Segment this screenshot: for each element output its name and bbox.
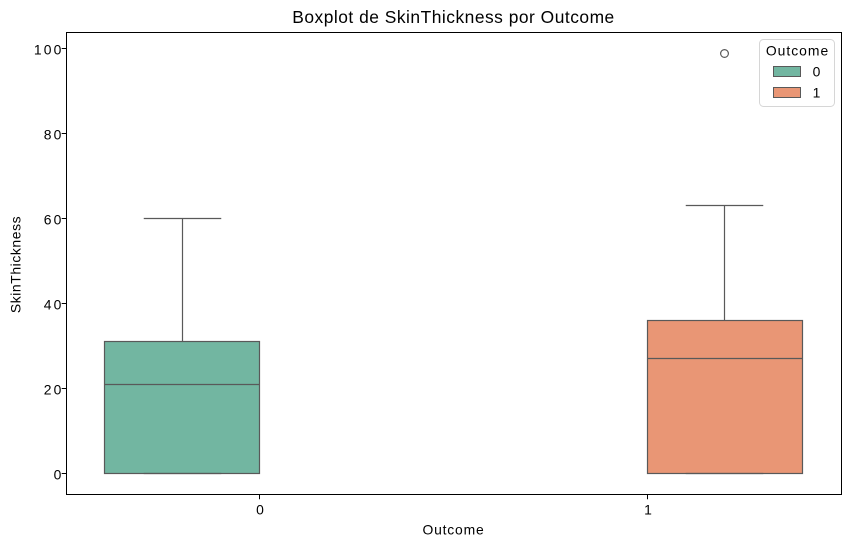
svg-text:80: 80 bbox=[44, 127, 64, 143]
svg-text:20: 20 bbox=[44, 382, 64, 398]
svg-text:Outcome: Outcome bbox=[766, 43, 829, 59]
svg-text:100: 100 bbox=[34, 42, 64, 58]
svg-text:SkinThickness: SkinThickness bbox=[8, 216, 24, 313]
svg-text:0: 0 bbox=[256, 502, 264, 518]
svg-text:40: 40 bbox=[44, 297, 64, 313]
svg-text:0: 0 bbox=[813, 64, 821, 80]
svg-text:Outcome: Outcome bbox=[423, 522, 485, 538]
svg-text:1: 1 bbox=[644, 502, 652, 518]
svg-text:Boxplot de SkinThickness por O: Boxplot de SkinThickness por Outcome bbox=[292, 7, 614, 27]
svg-text:60: 60 bbox=[44, 212, 64, 228]
svg-text:1: 1 bbox=[813, 85, 821, 101]
svg-text:0: 0 bbox=[54, 467, 64, 483]
